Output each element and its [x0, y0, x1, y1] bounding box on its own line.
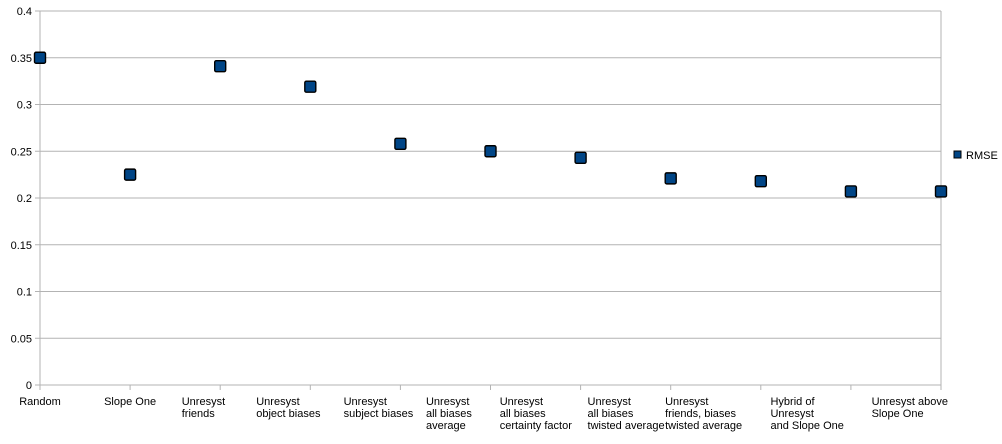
y-tick-label: 0.15	[11, 240, 32, 252]
y-tick-label: 0.35	[11, 53, 32, 65]
x-category-label-line: subject biases	[344, 408, 414, 420]
y-tick-label: 0.05	[11, 333, 32, 345]
x-category-label-line: certainty factor	[500, 420, 572, 432]
x-category-label: Random	[19, 396, 61, 408]
x-category-label-line: Unresyst	[770, 408, 813, 420]
data-point-marker	[934, 185, 948, 198]
x-category-label-line: Unresyst	[665, 396, 708, 408]
y-tick-label: 0.25	[11, 146, 32, 158]
x-category-label-line: Unresyst	[426, 396, 469, 408]
y-tick-label: 0.4	[17, 6, 32, 18]
x-category-label-line: and Slope One	[770, 420, 843, 432]
x-category-label: Slope One	[104, 396, 156, 408]
legend-label: RMSE	[966, 150, 998, 162]
x-category-label-line: all biases	[426, 408, 472, 420]
data-point-marker	[754, 174, 767, 188]
data-point-marker	[33, 51, 47, 64]
data-point-marker	[484, 145, 497, 158]
x-category-label-line: twisted average	[588, 420, 665, 432]
x-category-label: Unresyst all biases certainty factor	[500, 396, 572, 432]
x-category-label-line: Slope One	[872, 408, 924, 420]
x-category-label: Unresyst all biases average	[426, 396, 472, 432]
y-tick-label: 0.2	[17, 193, 32, 205]
x-category-label-line: Unresyst	[588, 396, 631, 408]
legend-marker	[953, 150, 962, 159]
data-point-marker	[664, 172, 677, 185]
x-category-label: Unresyst above Slope One	[872, 396, 948, 420]
gridlines	[40, 10, 941, 386]
x-category-label-line: all biases	[588, 408, 634, 420]
data-point-marker	[304, 80, 317, 93]
x-category-label: Unresyst all biases twisted average	[588, 396, 665, 432]
y-tick-label: 0	[26, 380, 32, 392]
y-tick-label: 0.1	[17, 287, 32, 299]
y-tick-label: 0.3	[17, 100, 32, 112]
legend: RMSE	[953, 150, 998, 162]
data-point-marker	[844, 185, 858, 198]
x-category-label-line: Unresyst	[182, 396, 225, 408]
x-category-label: Unresyst subject biases	[344, 396, 414, 420]
x-category-label-line: Unresyst	[344, 396, 387, 408]
x-category-label: Unresyst object biases	[256, 396, 321, 420]
x-category-label: Unresyst friends, biases twisted average	[665, 396, 742, 432]
x-category-label-line: all biases	[500, 408, 546, 420]
x-category-label-line: Slope One	[104, 396, 156, 408]
x-category-label-line: twisted average	[665, 420, 742, 432]
data-point-marker	[574, 151, 587, 164]
y-axis-ticks: 0 0.05 0.1 0.15 0.2 0.25 0.3 0.35 0.4	[11, 6, 40, 392]
data-point-marker	[123, 168, 137, 181]
x-category-label: Hybrid of Unresyst and Slope One	[770, 396, 843, 432]
data-points	[33, 51, 948, 198]
x-category-label-line: Unresyst	[500, 396, 543, 408]
x-category-label: Unresyst friends	[182, 396, 225, 420]
x-category-label-line: Random	[19, 396, 61, 408]
x-category-label-line: Unresyst	[256, 396, 299, 408]
x-category-label-line: friends	[182, 408, 216, 420]
x-category-label-line: object biases	[256, 408, 321, 420]
x-category-label-line: average	[426, 420, 466, 432]
data-point-marker	[394, 137, 407, 150]
data-point-marker	[213, 59, 227, 73]
x-category-label-line: Hybrid of	[770, 396, 815, 408]
x-category-label-line: friends, biases	[665, 408, 736, 420]
x-category-label-line: Unresyst above	[872, 396, 948, 408]
